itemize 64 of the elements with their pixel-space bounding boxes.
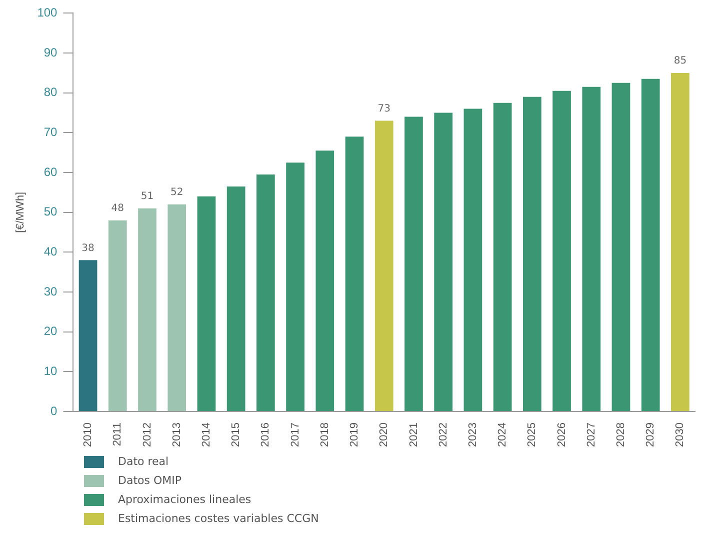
x-tick-label: 2025 <box>526 422 538 448</box>
bar <box>612 82 630 412</box>
bar <box>493 102 512 412</box>
y-tick-label: 10 <box>44 364 58 378</box>
y-tick-label: 90 <box>44 45 58 60</box>
data-label: 38 <box>82 242 94 254</box>
y-tick-label: 80 <box>44 85 58 100</box>
y-tick-label: 100 <box>37 6 58 20</box>
y-tick-label: 70 <box>44 125 58 140</box>
bar <box>138 208 156 412</box>
x-tick-label: 2026 <box>556 422 568 448</box>
bar <box>226 186 246 412</box>
bar <box>256 174 275 412</box>
bar <box>108 220 127 412</box>
x-tick-label: 2012 <box>141 422 154 448</box>
y-tick-label: 60 <box>44 164 58 179</box>
bar <box>168 204 186 412</box>
y-tick-label: 50 <box>44 204 58 219</box>
legend-label: Estimaciones costes variables CCGN <box>118 512 319 525</box>
y-tick-label: 30 <box>44 284 58 298</box>
x-tick-label: 2015 <box>230 422 242 448</box>
x-tick-label: 2018 <box>318 422 331 448</box>
y-tick-label: 40 <box>44 244 58 259</box>
bar <box>434 112 453 412</box>
bar <box>552 90 571 412</box>
bar <box>345 136 364 412</box>
x-tick-label: 2022 <box>437 422 450 448</box>
bar <box>78 260 98 412</box>
bar <box>197 196 216 412</box>
x-tick-label: 2011 <box>112 422 124 446</box>
legend-label: Aproximaciones lineales <box>118 493 252 506</box>
bar <box>464 108 482 412</box>
legend-label: Dato real <box>118 455 169 468</box>
x-tick-label: 2027 <box>585 422 598 448</box>
bar <box>286 162 304 412</box>
legend-label: Datos OMIP <box>118 474 182 487</box>
data-label: 73 <box>378 103 390 114</box>
data-label: 52 <box>170 186 184 198</box>
y-tick-label: 20 <box>44 324 58 338</box>
bar <box>374 120 394 412</box>
x-tick-label: 2028 <box>615 422 628 448</box>
x-tick-label: 2023 <box>466 422 479 448</box>
x-tick-label: 2013 <box>170 422 183 448</box>
x-tick-label: 2030 <box>674 422 686 448</box>
x-tick-label: 2021 <box>408 422 420 448</box>
bar <box>404 116 423 412</box>
y-tick-label: 0 <box>50 404 58 418</box>
x-tick-label: 2029 <box>644 422 657 448</box>
bar <box>671 72 690 412</box>
x-tick-label: 2014 <box>200 422 212 448</box>
data-label: 85 <box>674 56 687 67</box>
data-label: 51 <box>140 190 154 202</box>
bar <box>582 86 601 412</box>
x-tick-label: 2019 <box>348 422 361 448</box>
data-label: 48 <box>111 202 124 214</box>
bar <box>316 150 334 412</box>
x-tick-label: 2017 <box>289 422 302 448</box>
x-tick-label: 2016 <box>260 422 272 448</box>
x-tick-label: 2020 <box>378 422 390 448</box>
x-tick-label: 2024 <box>496 422 509 448</box>
bar <box>522 96 542 412</box>
x-tick-label: 2010 <box>82 422 94 448</box>
y-axis-title: [€/MWh] <box>14 192 27 233</box>
bar <box>641 78 660 412</box>
